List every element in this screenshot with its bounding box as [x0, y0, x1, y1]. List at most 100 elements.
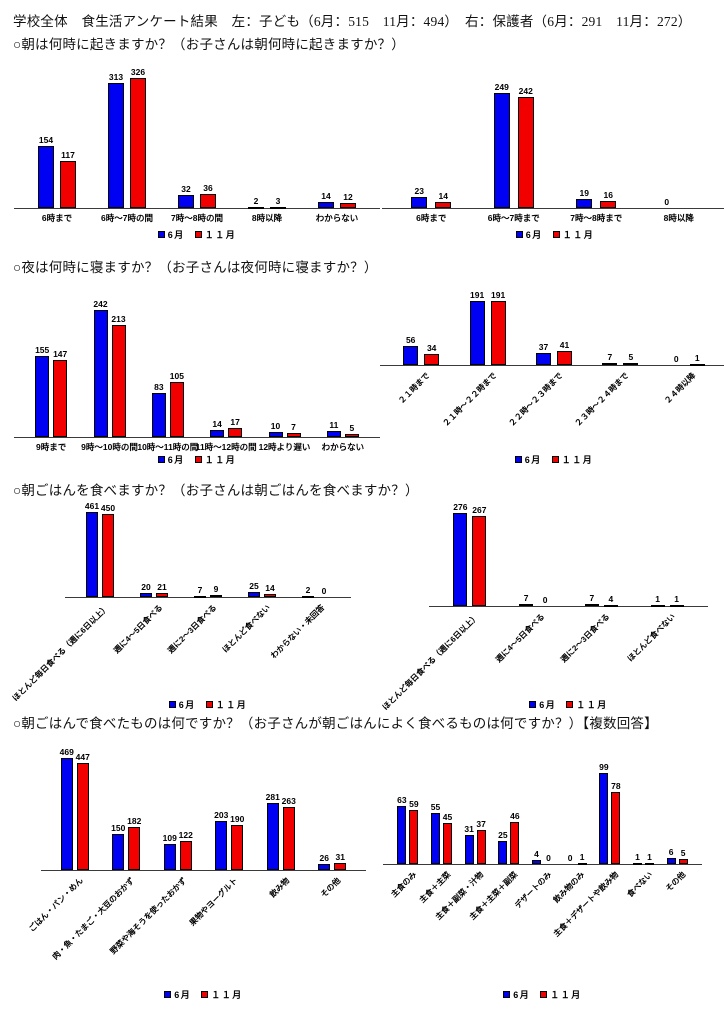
- june-bar: [411, 197, 428, 208]
- june-bar: [112, 834, 125, 870]
- chart-legend: 6月 １１月: [73, 698, 343, 711]
- category-label: ほとんど食べない: [626, 612, 678, 664]
- june-value-label: 7: [197, 584, 203, 595]
- november-bar: [409, 809, 419, 864]
- november-bar: [476, 829, 486, 864]
- june-legend-label: 6月: [178, 700, 196, 710]
- june-legend-swatch: [503, 991, 511, 998]
- june-legend-swatch: [157, 456, 165, 463]
- november-value-label: 37: [476, 818, 486, 829]
- category-label: ２３時～２４時まで: [573, 371, 631, 429]
- june-bar: [397, 806, 407, 864]
- category-label: 主食のみ: [389, 870, 419, 899]
- june-value-label: 1: [655, 594, 660, 604]
- november-legend-swatch: [201, 991, 209, 998]
- november-bar: [128, 826, 141, 870]
- x-axis-line: [383, 864, 702, 865]
- category-label: 週に2～3日食べる: [559, 612, 612, 665]
- november-legend-swatch: [566, 701, 574, 708]
- chart-legend: 6月 １１月: [49, 988, 358, 1001]
- november-value-label: 0: [321, 586, 327, 596]
- november-legend-item: １１月: [552, 228, 595, 241]
- november-value-label: 5: [628, 352, 634, 363]
- june-value-label: 242: [93, 298, 108, 309]
- category-label: ２１時まで: [396, 371, 432, 406]
- november-bar: [600, 200, 617, 208]
- november-legend-label: １１月: [550, 990, 582, 1000]
- category-label: その他: [664, 870, 688, 894]
- november-legend-label: １１月: [211, 990, 243, 1000]
- november-legend-item: １１月: [201, 988, 243, 1001]
- june-bar: [453, 512, 468, 606]
- november-value-label: 7: [291, 422, 296, 433]
- november-legend-swatch: [194, 231, 202, 238]
- november-value-label: 447: [75, 752, 90, 763]
- june-value-label: 32: [181, 184, 191, 195]
- november-value-label: 31: [335, 851, 345, 862]
- november-value-label: 267: [472, 505, 487, 516]
- question-breakfast-frequency: ○朝ごはんを食べますか？（お子さんは朝ごはんを食べますか？）: [13, 483, 419, 498]
- november-value-label: 78: [611, 781, 621, 792]
- november-bar: [623, 363, 639, 366]
- chart-legend: 6月 １１月: [22, 228, 372, 241]
- category-label: ごはん・パン・めん: [27, 876, 86, 934]
- june-bar: [326, 431, 341, 437]
- category-label: 週に4～5日食べる: [493, 612, 546, 665]
- june-bar: [60, 757, 73, 870]
- june-bar: [403, 346, 419, 365]
- november-value-label: 105: [169, 370, 184, 381]
- june-value-label: 469: [59, 746, 74, 757]
- june-legend-swatch: [514, 456, 522, 463]
- june-bar: [519, 603, 534, 606]
- november-value-label: 0: [546, 853, 551, 863]
- june-bar: [431, 813, 440, 864]
- x-axis-line: [380, 365, 724, 366]
- june-value-label: 2: [253, 196, 259, 206]
- june-bar: [151, 393, 166, 437]
- june-value-label: 7: [607, 351, 613, 362]
- june-bar: [498, 841, 508, 864]
- june-value-label: 2: [305, 585, 311, 595]
- page-title: 学校全体 食生活アンケート結果 左：子ども（6月：515 11月：494） 右：…: [13, 14, 692, 29]
- june-legend-item: 6月: [157, 228, 185, 241]
- november-bar: [102, 513, 114, 597]
- june-bar: [464, 835, 474, 864]
- june-value-label: 99: [599, 761, 609, 772]
- june-legend-item: 6月: [168, 698, 196, 711]
- june-bar: [215, 821, 228, 870]
- november-bar: [490, 301, 506, 365]
- november-value-label: 1: [647, 852, 652, 862]
- june-legend-item: 6月: [503, 988, 530, 1001]
- chart-legend: 6月 １１月: [388, 453, 720, 466]
- june-value-label: 19: [579, 188, 589, 199]
- breakfast-foods-parents-chart: 63 59 主食のみ 55 45 主食＋主菜 31 37 主食＋副菜・汁物 25 46 主食＋主菜＋副…: [383, 750, 702, 1000]
- june-bar: [93, 309, 108, 437]
- june-legend-swatch: [164, 991, 172, 998]
- november-value-label: 4: [608, 593, 614, 604]
- category-label: 8時以降: [663, 213, 694, 223]
- june-bar: [318, 202, 334, 208]
- june-legend-item: 6月: [164, 988, 191, 1001]
- category-label: ほとんど毎日食べる（週に6日以上）: [380, 612, 481, 712]
- june-value-label: 154: [38, 135, 54, 146]
- june-bar: [650, 605, 665, 607]
- june-legend-swatch: [168, 701, 176, 708]
- november-bar: [179, 840, 192, 870]
- june-value-label: 14: [321, 191, 331, 202]
- november-bar: [76, 763, 89, 870]
- category-label: 6時まで: [41, 213, 73, 223]
- june-bar: [86, 511, 98, 597]
- category-label: 9時～10時の間: [81, 442, 138, 452]
- june-value-label: 14: [212, 418, 222, 429]
- november-bar: [611, 792, 621, 864]
- november-bar: [435, 201, 452, 208]
- june-value-label: 276: [453, 501, 468, 512]
- june-value-label: 155: [35, 344, 50, 355]
- category-label: ２１時～２２時まで: [440, 371, 498, 429]
- june-bar: [140, 593, 152, 597]
- june-bar: [666, 858, 676, 864]
- november-bar: [286, 433, 301, 437]
- breakfast-foods-children-chart: 469 447 ごはん・パン・めん 150 182 肉・魚・たまご・大豆のおかず 109 12…: [28, 745, 366, 1000]
- november-bar: [228, 428, 243, 437]
- november-bar: [517, 96, 534, 208]
